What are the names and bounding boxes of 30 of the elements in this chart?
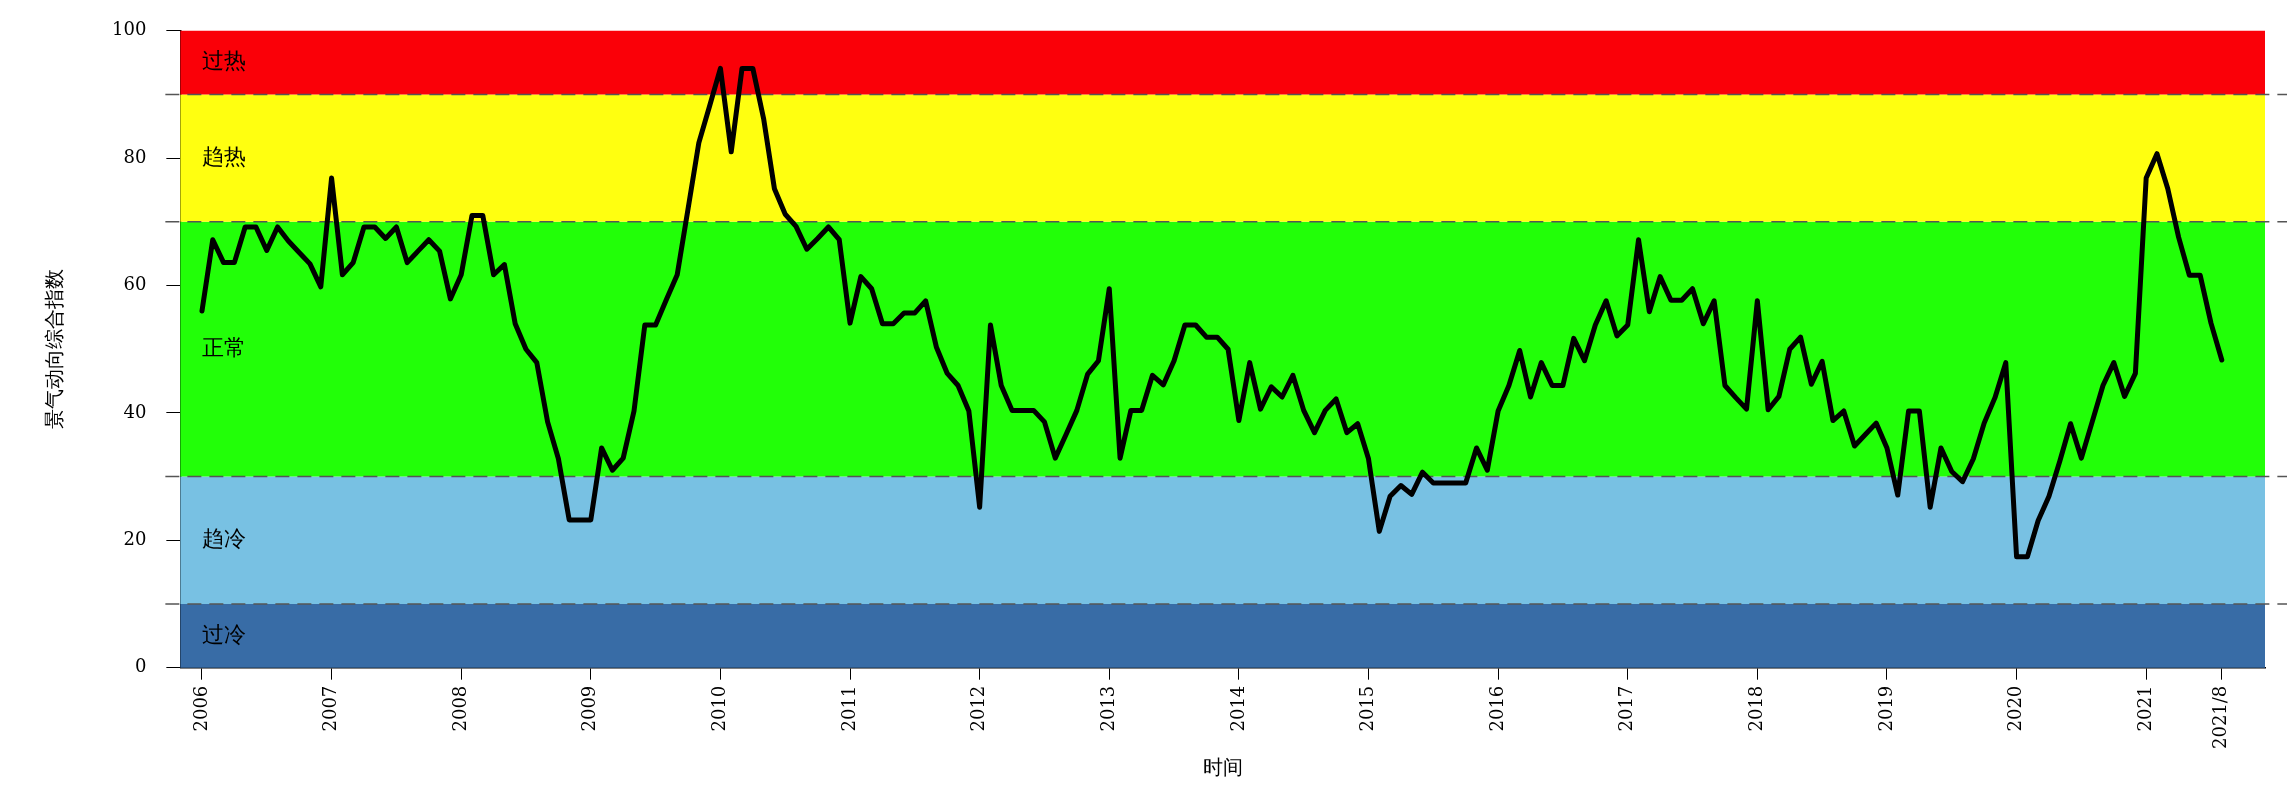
x-axis-title: 时间 — [1202, 755, 1243, 780]
x-tick-label: 2013 — [1096, 685, 1118, 732]
y-tick-label: 80 — [123, 145, 147, 167]
x-tick-label: 2014 — [1226, 685, 1248, 732]
x-tick-label: 2008 — [448, 685, 470, 732]
x-tick-label: 2010 — [708, 685, 730, 732]
band-label: 正常 — [202, 334, 247, 360]
x-tick-label: 2015 — [1356, 685, 1378, 732]
x-tick-label: 2016 — [1485, 685, 1507, 732]
y-tick-label: 20 — [123, 527, 147, 549]
x-tick-label: 2009 — [578, 685, 600, 732]
band-label: 趋热 — [202, 143, 247, 169]
x-tick-label: 2019 — [1874, 685, 1896, 732]
y-tick-label: 40 — [123, 400, 147, 422]
x-tick-label: 2021 — [2133, 685, 2155, 732]
x-tick-label: 2017 — [1615, 685, 1637, 732]
band-label: 过热 — [202, 48, 247, 74]
x-tick-label: 2021/8 — [2209, 685, 2231, 749]
x-tick-label: 2007 — [319, 685, 341, 732]
y-tick-label: 100 — [112, 18, 147, 40]
y-tick-label: 60 — [123, 273, 147, 295]
x-tick-label: 2012 — [967, 685, 989, 732]
y-tick-label: 0 — [134, 655, 147, 677]
x-tick-label: 2018 — [1745, 685, 1767, 732]
x-tick-label: 2011 — [837, 685, 859, 732]
band-label: 趋冷 — [202, 526, 247, 552]
band-label: 过冷 — [202, 621, 247, 647]
x-tick-label: 2006 — [189, 685, 211, 732]
y-axis-title: 景气动向综合指数 — [42, 269, 67, 430]
x-tick-label: 2020 — [2004, 685, 2026, 732]
